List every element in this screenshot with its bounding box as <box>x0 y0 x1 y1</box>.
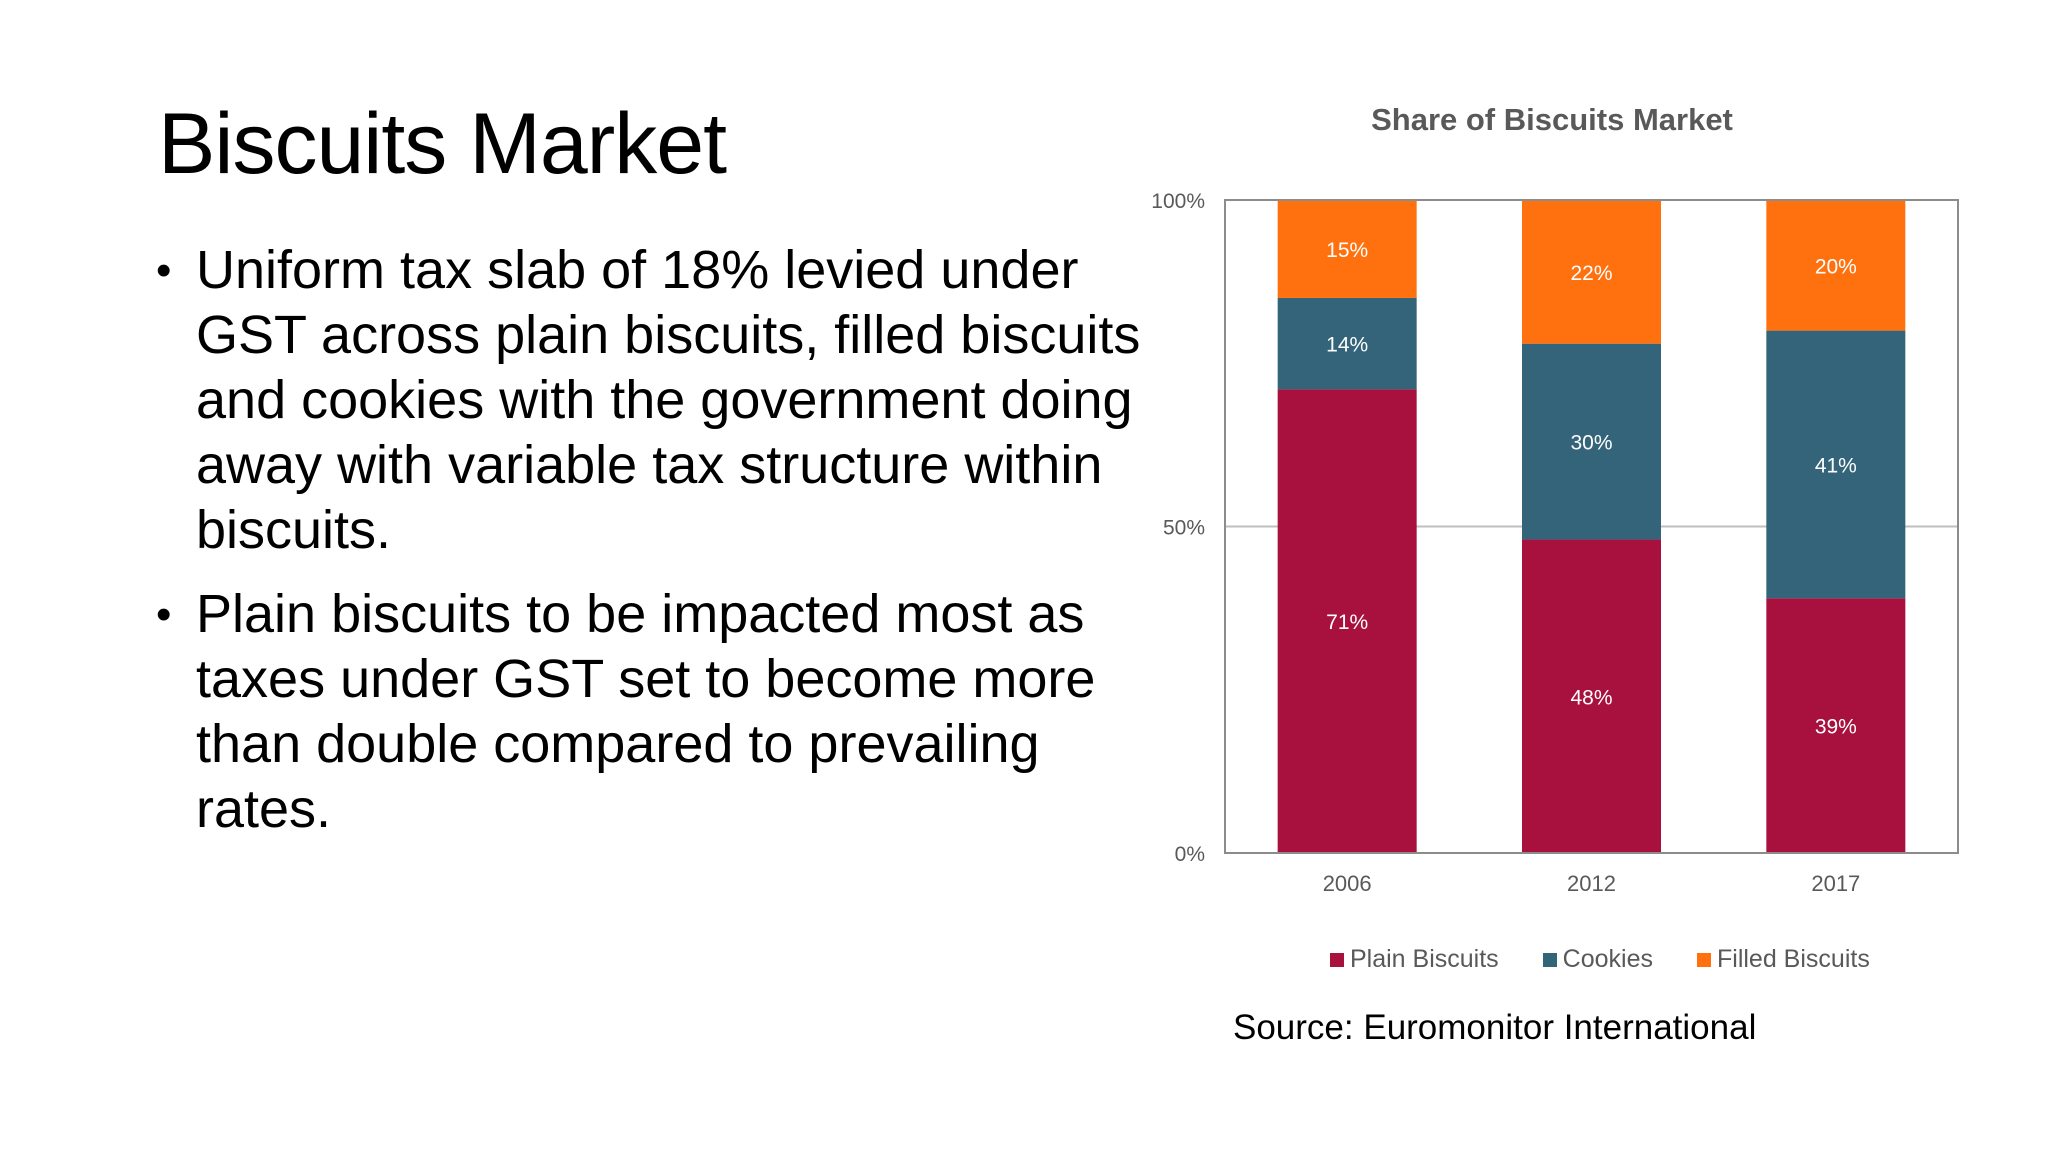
y-tick-label: 50% <box>1163 517 1205 540</box>
y-tick-label: 0% <box>1175 843 1205 866</box>
bar-segment <box>1277 200 1417 298</box>
plot-frame <box>1224 199 1959 854</box>
x-tick-label: 2012 <box>1567 871 1616 896</box>
data-label: 14% <box>1326 334 1368 357</box>
legend-swatch <box>1330 952 1344 967</box>
data-label: 22% <box>1570 262 1612 285</box>
bullet-marker: • <box>156 246 172 295</box>
bar-segment <box>1766 200 1906 331</box>
legend-item-cookies: Cookies <box>1542 945 1653 974</box>
bar-segment <box>1522 200 1661 344</box>
legend-swatch <box>1542 952 1557 967</box>
data-label: 71% <box>1326 611 1368 634</box>
data-label: 41% <box>1815 454 1857 477</box>
legend-label: Filled Biscuits <box>1717 945 1870 973</box>
y-tick-label: 100% <box>1151 190 1205 213</box>
bullet-text: Plain biscuits to be impacted most as ta… <box>196 584 1096 839</box>
bar-segment <box>1766 330 1906 599</box>
stacked-bar-chart: 0% 50% 100% 71% 14% 15% 2006 48% 30% 22% 2012 39% 41… <box>1151 190 1959 896</box>
x-tick-label: 2006 <box>1323 871 1372 896</box>
bullet-text: Uniform tax slab of 18% levied under GST… <box>196 240 1141 560</box>
bullet-marker: • <box>156 590 172 639</box>
legend-item-plain-biscuits: Plain Biscuits <box>1330 945 1499 974</box>
bullet-list: • Uniform tax slab of 18% levied under G… <box>150 238 1150 861</box>
chart-legend: Plain Biscuits Cookies Filled Biscuits <box>1330 945 1870 974</box>
chart-title: Share of Biscuits Market <box>1371 102 1733 137</box>
bar-segment <box>1277 297 1417 390</box>
data-label: 20% <box>1815 255 1857 278</box>
legend-label: Plain Biscuits <box>1350 945 1499 973</box>
legend-label: Cookies <box>1562 945 1653 973</box>
data-label: 39% <box>1815 716 1857 739</box>
data-label: 15% <box>1326 239 1368 262</box>
source-note: Source: Euromonitor International <box>1233 1008 1757 1047</box>
bar-segment <box>1522 539 1661 853</box>
bullet-item: • Plain biscuits to be impacted most as … <box>150 582 1150 842</box>
bar-segment <box>1277 389 1417 853</box>
x-tick-label: 2017 <box>1811 871 1860 896</box>
data-label: 30% <box>1570 432 1612 455</box>
legend-item-filled-biscuits: Filled Biscuits <box>1697 945 1870 974</box>
bar-segment <box>1522 343 1661 540</box>
bullet-item: • Uniform tax slab of 18% levied under G… <box>150 238 1150 563</box>
bar-segment <box>1766 598 1906 853</box>
legend-swatch <box>1697 952 1711 967</box>
data-label: 48% <box>1570 686 1612 709</box>
slide-title: Biscuits Market <box>158 96 727 192</box>
